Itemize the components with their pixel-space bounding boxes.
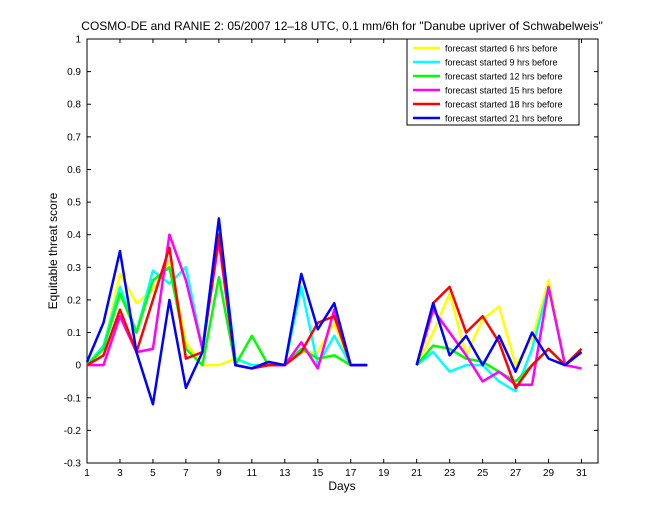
series-segment — [415, 285, 582, 386]
series-segment — [415, 285, 583, 390]
x-axis-label: Days — [328, 479, 355, 493]
x-tick-label: 1 — [84, 468, 90, 479]
legend-label: forecast started 15 hrs before — [445, 86, 563, 96]
x-tick-label: 29 — [543, 468, 555, 479]
x-tick-label: 21 — [411, 468, 423, 479]
x-tick-label: 7 — [183, 468, 189, 479]
legend: forecast started 6 hrs before forecast st… — [406, 38, 580, 126]
x-tick-label: 5 — [150, 468, 156, 479]
y-tick-label: 0.9 — [67, 67, 81, 78]
series-segment — [85, 217, 368, 406]
x-tick-label: 23 — [444, 468, 456, 479]
x-tick-label: 17 — [345, 468, 357, 479]
plot-frame — [86, 38, 599, 464]
legend-label: forecast started 9 hrs before — [445, 58, 558, 68]
y-tick-label: 0.2 — [67, 295, 81, 306]
y-axis-label: Equitable threat score — [46, 192, 60, 309]
chart-title: COSMO-DE and RANIE 2: 05/2007 12–18 UTC,… — [81, 19, 602, 33]
legend-label: forecast started 6 hrs before — [445, 44, 558, 54]
x-tick-label: 27 — [510, 468, 522, 479]
y-tick-label: -0.1 — [64, 393, 82, 404]
y-tick-label: 0.8 — [67, 100, 81, 111]
y-tick-label: -0.2 — [64, 426, 82, 437]
x-tick-label: 11 — [247, 468, 258, 479]
y-tick-label: -0.3 — [64, 459, 82, 470]
x-tick-label: 31 — [576, 468, 588, 479]
x-tick-label: 3 — [117, 468, 123, 479]
y-tick-label: 0.1 — [67, 328, 81, 339]
legend-label: forecast started 18 hrs before — [445, 100, 563, 110]
legend-box — [406, 38, 580, 126]
y-tick-label: 0.4 — [67, 230, 81, 241]
y-tick-label: 0.5 — [67, 198, 81, 209]
legend-label: forecast started 21 hrs before — [445, 114, 563, 124]
x-tick-label: 13 — [279, 468, 291, 479]
series-segment — [86, 259, 368, 367]
y-tick-label: 0.3 — [67, 263, 81, 274]
x-tick-label: 9 — [216, 468, 222, 479]
legend-label: forecast started 12 hrs before — [445, 72, 563, 82]
plot-area — [86, 38, 599, 464]
y-axis: -0.3 -0.2 -0.1 0 0.1 0.2 0.3 0.4 0.5 0.6 0.7 0.8 0.9… — [64, 35, 598, 470]
series-group — [85, 217, 583, 406]
x-tick-label: 25 — [477, 468, 489, 479]
y-tick-label: 1 — [75, 35, 81, 46]
y-tick-label: 0.7 — [67, 132, 81, 143]
x-tick-label: 15 — [312, 468, 324, 479]
series-line — [85, 217, 583, 406]
x-axis: 1 3 5 7 9 11 13 15 17 19 21 23 25 27 29 31 — [84, 39, 588, 479]
y-tick-label: 0 — [75, 361, 81, 372]
series-segment — [415, 301, 583, 373]
y-tick-label: 0.6 — [67, 165, 81, 176]
x-tick-label: 19 — [378, 468, 390, 479]
